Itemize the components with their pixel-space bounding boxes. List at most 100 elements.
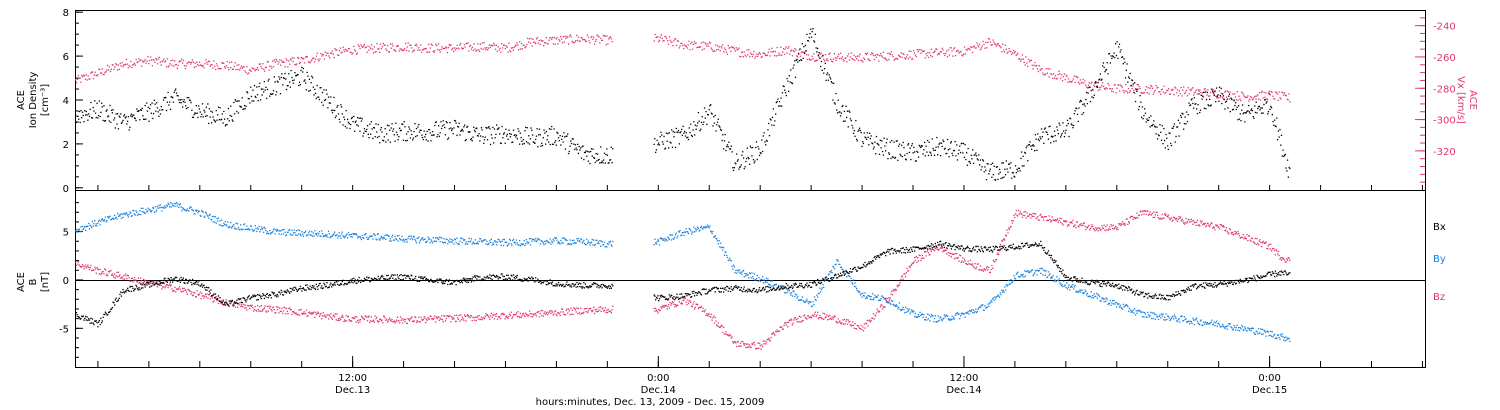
data-point-by [103, 220, 105, 222]
data-point-ion-density [211, 122, 213, 124]
data-point-ion-density [1037, 138, 1040, 140]
data-point-by [654, 238, 656, 240]
data-point-by [740, 271, 742, 273]
data-point-ion-density [909, 147, 911, 149]
data-point-by [979, 306, 981, 308]
data-point-vx [567, 36, 569, 39]
data-point-ion-density [470, 139, 472, 141]
data-point-ion-density [467, 131, 470, 133]
data-point-ion-density [1093, 94, 1095, 96]
data-point-ion-density [283, 77, 285, 80]
data-point-ion-density [606, 148, 608, 150]
b-ytick-label: -5 [59, 324, 69, 335]
data-point-vx [1070, 81, 1073, 83]
data-point-by [780, 287, 782, 289]
data-point-vx [1105, 87, 1107, 89]
data-point-by [1215, 322, 1217, 324]
data-point-bz [260, 305, 262, 307]
data-point-by [794, 295, 796, 298]
data-point-bz [418, 316, 420, 318]
data-point-by [863, 295, 865, 297]
data-point-vx [224, 67, 227, 69]
data-point-by [476, 241, 479, 244]
data-point-vx [711, 48, 713, 51]
data-point-by [412, 235, 415, 237]
data-point-vx [1079, 79, 1081, 81]
data-point-by [1179, 321, 1181, 323]
data-point-vx [167, 66, 169, 68]
data-point-by [1017, 271, 1019, 273]
data-point-ion-density [908, 151, 910, 154]
data-point-by [144, 212, 146, 214]
data-point-ion-density [184, 101, 186, 103]
data-point-by [281, 229, 283, 231]
data-point-ion-density [985, 169, 987, 171]
data-point-by [1057, 280, 1059, 282]
data-point-ion-density [1199, 111, 1201, 114]
data-point-by [273, 228, 275, 230]
data-point-ion-density [925, 145, 927, 147]
data-point-ion-density [395, 131, 398, 133]
data-point-ion-density [298, 84, 300, 87]
data-point-ion-density [515, 134, 518, 136]
data-point-vx [440, 48, 442, 51]
data-point-vx [203, 67, 205, 69]
data-point-vx [589, 42, 591, 44]
data-point-by [1044, 274, 1046, 276]
data-point-vx [1102, 82, 1104, 84]
data-point-ion-density [154, 103, 156, 105]
data-point-ion-density [337, 104, 339, 107]
data-point-ion-density [1242, 113, 1244, 115]
data-point-ion-density [1261, 107, 1263, 109]
data-point-vx [522, 44, 524, 46]
data-point-ion-density [775, 113, 777, 115]
data-point-by [848, 275, 850, 277]
data-point-vx [570, 36, 572, 38]
data-point-by [869, 298, 871, 300]
data-point-ion-density [1017, 170, 1019, 172]
data-point-by [1227, 325, 1229, 327]
data-point-ion-density [347, 121, 350, 123]
data-point-vx [874, 54, 876, 56]
data-point-by [1079, 291, 1082, 293]
data-point-bz [177, 289, 179, 291]
data-point-by [460, 237, 463, 239]
data-point-by [255, 227, 257, 230]
data-point-by [194, 213, 196, 215]
data-point-by [963, 313, 965, 315]
data-point-by [809, 301, 811, 304]
data-point-vx [428, 51, 431, 53]
data-point-vx [285, 58, 287, 60]
data-point-ion-density [176, 95, 178, 97]
data-point-bz [267, 310, 269, 312]
data-point-ion-density [334, 116, 337, 119]
data-point-by [503, 238, 505, 241]
data-point-ion-density [788, 90, 790, 92]
data-point-vx [97, 74, 99, 76]
data-point-vx [166, 58, 169, 60]
data-point-ion-density [720, 129, 722, 131]
data-point-by [1245, 329, 1247, 332]
data-point-ion-density [310, 82, 312, 84]
data-point-by [512, 239, 514, 242]
data-point-ion-density [1239, 113, 1241, 115]
x-tick-day: Dec.14 [946, 385, 981, 396]
data-point-by [1115, 301, 1117, 304]
data-point-ion-density [950, 142, 952, 144]
data-point-ion-density [371, 128, 373, 130]
data-point-by [904, 312, 906, 314]
data-point-by [990, 299, 992, 302]
data-point-by [84, 229, 87, 231]
data-point-bz [196, 290, 198, 292]
data-point-vx [540, 39, 542, 41]
data-point-by [958, 313, 960, 315]
data-point-ion-density [332, 109, 334, 111]
data-point-bz [168, 284, 170, 287]
data-point-ion-density [192, 116, 194, 119]
data-point-ion-density [1031, 145, 1033, 147]
data-point-vx [976, 42, 978, 44]
data-point-by [860, 293, 862, 295]
data-point-by [1221, 325, 1223, 328]
data-point-by [164, 207, 166, 209]
data-point-ion-density [570, 140, 572, 142]
